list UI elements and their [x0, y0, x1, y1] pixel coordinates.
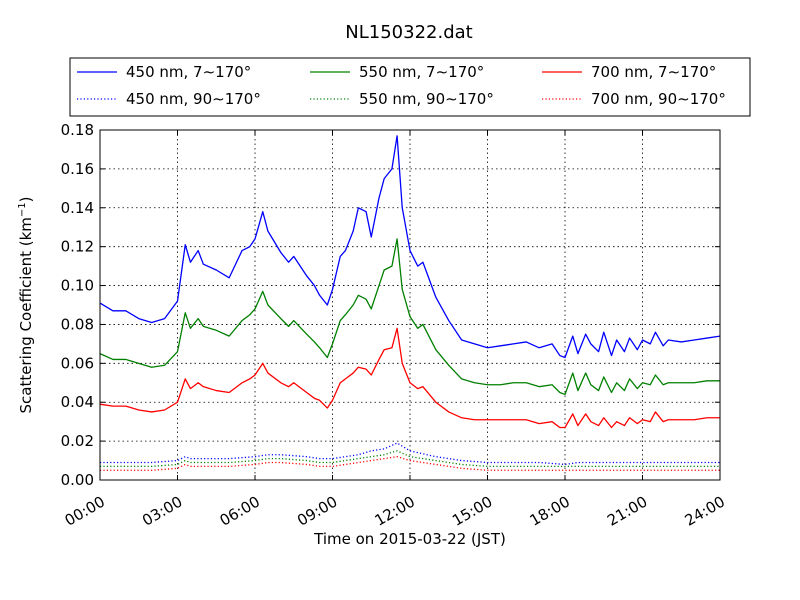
y-tick-label: 0.10 [61, 277, 94, 295]
chart-title: NL150322.dat [345, 22, 472, 43]
y-tick-label: 0.04 [61, 393, 94, 411]
series-line-2 [99, 327, 720, 429]
y-axis-label-main: Scattering Coefficient (km [17, 217, 35, 413]
x-tick-label: 18:00 [527, 493, 573, 530]
legend-label-2: 700 nm, 7∼170° [591, 63, 716, 81]
x-tick-label: 00:00 [62, 493, 108, 530]
x-tick-label: 24:00 [682, 493, 728, 530]
legend-label-4: 550 nm, 90∼170° [359, 90, 494, 108]
series-layer [99, 135, 721, 471]
legend: 450 nm, 7∼170° 550 nm, 7∼170° 700 nm, 7∼17… [69, 57, 751, 117]
x-tick-label: 15:00 [449, 493, 495, 530]
legend-label-0: 450 nm, 7∼170° [126, 63, 251, 81]
y-axis-label: Scattering Coefficient (km−1) [17, 196, 35, 413]
y-axis-label-sup: −1 [17, 202, 28, 217]
x-tick-label: 21:00 [604, 493, 650, 530]
x-axis-label: Time on 2015-03-22 (JST) [313, 530, 506, 548]
y-axis-label-end: ) [17, 196, 35, 202]
y-tick-label: 0.14 [61, 199, 94, 217]
legend-label-5: 700 nm, 90∼170° [591, 90, 726, 108]
x-tick-label: 06:00 [217, 493, 263, 530]
series-line-1 [99, 238, 720, 396]
y-tick-label: 0.02 [61, 432, 94, 450]
series-line-4 [100, 450, 720, 468]
y-tick-label: 0.08 [61, 315, 94, 333]
plot-area: 00:00 03:00 06:00 09:00 12:00 15:00 18:00 21:00… [61, 121, 728, 530]
x-tick-label: 03:00 [139, 493, 185, 530]
y-tick-label: 0.00 [61, 471, 94, 489]
y-tick-label: 0.18 [61, 121, 94, 139]
y-tick-label: 0.06 [61, 354, 94, 372]
legend-box [69, 57, 751, 117]
x-tick-label: 09:00 [294, 493, 340, 530]
y-tick-label: 0.12 [61, 238, 94, 256]
series-line-0 [99, 135, 721, 359]
legend-label-1: 550 nm, 7∼170° [359, 63, 484, 81]
y-tick-label: 0.16 [61, 160, 94, 178]
legend-label-3: 450 nm, 90∼170° [126, 90, 261, 108]
x-tick-label: 12:00 [372, 493, 418, 530]
